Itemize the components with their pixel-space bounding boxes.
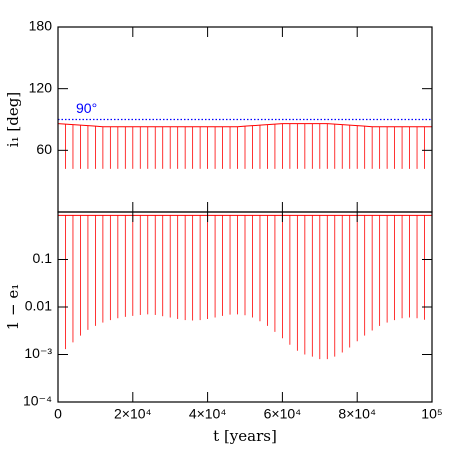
y-tick-label: 10⁻³ (24, 345, 52, 361)
line (57, 123, 432, 128)
y-tick-label: 60 (36, 141, 52, 157)
y-tick-label: 0.01 (25, 298, 52, 314)
y-tick-label: 10⁻⁴ (23, 393, 52, 409)
y-tick-label: 120 (29, 79, 53, 95)
y-axis-label: i₁ [deg] (4, 92, 22, 147)
y-tick-label: 180 (29, 18, 53, 34)
x-tick-label: 6×10⁴ (264, 406, 302, 422)
reference-label: 90° (76, 100, 97, 116)
y-axis-label: 1 − e₁ (4, 284, 22, 331)
x-tick-label: 8×10⁴ (338, 406, 376, 422)
y-tick-label: 0.1 (33, 250, 53, 266)
x-tick-label: 2×10⁴ (114, 406, 152, 422)
x-tick-label: 0 (54, 406, 62, 422)
x-axis-label: t [years] (213, 427, 277, 445)
x-tick-label: 10⁵ (421, 406, 442, 422)
x-tick-label: 4×10⁴ (189, 406, 227, 422)
